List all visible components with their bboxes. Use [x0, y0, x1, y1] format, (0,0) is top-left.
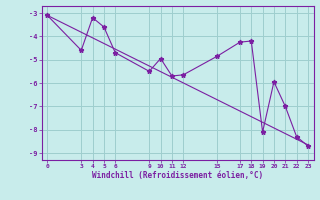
X-axis label: Windchill (Refroidissement éolien,°C): Windchill (Refroidissement éolien,°C) [92, 171, 263, 180]
